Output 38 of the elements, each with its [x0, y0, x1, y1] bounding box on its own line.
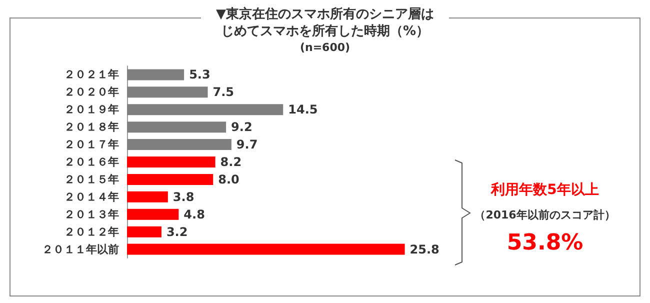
y-tick-label: ２０２０年	[64, 86, 119, 99]
y-tick-label: ２０１９年	[64, 103, 119, 116]
y-tick-label: ２０１５年	[64, 172, 119, 186]
data-label: 3.8	[172, 190, 194, 204]
text: （2016年以前のスコア計）	[474, 208, 616, 222]
y-tick-label: ２０２１年	[64, 68, 119, 82]
y-tick-label: ２０１２年	[64, 225, 119, 238]
chart-title: ▼東京在住のスマホ所有のシニア層はじめてスマホを所有した時期（%）	[216, 6, 434, 39]
bar	[127, 139, 232, 150]
bar	[127, 226, 162, 238]
text: 53.8%	[506, 230, 584, 256]
bar	[127, 69, 184, 80]
data-label: 7.5	[212, 85, 234, 100]
data-label: 14.5	[288, 102, 318, 117]
y-tick-label: ２０１６年	[64, 156, 119, 168]
y-tick-label: ２０１１年以前	[42, 242, 119, 256]
data-label: 9.7	[236, 138, 258, 152]
data-label: 3.2	[166, 224, 188, 239]
bar	[127, 174, 214, 185]
y-tick-label: ２０１８年	[64, 120, 119, 134]
y-tick-label: ２０１７年	[64, 138, 119, 152]
bar	[127, 244, 405, 255]
bar	[127, 191, 168, 202]
text: 利用年数5年以上	[490, 182, 599, 198]
data-label: 9.2	[231, 120, 252, 134]
y-tick-label: ２０１３年	[64, 208, 119, 221]
data-label: 5.3	[189, 68, 210, 82]
bar	[127, 86, 208, 98]
chart-subtitle: (n=600)	[300, 41, 350, 54]
data-label: 25.8	[410, 242, 440, 256]
bar	[127, 104, 284, 116]
data-label: 8.0	[218, 172, 240, 186]
data-label: 8.2	[220, 155, 242, 169]
data-label: 4.8	[184, 207, 205, 222]
bar	[127, 156, 216, 168]
bar	[127, 208, 179, 220]
y-tick-label: ２０１４年	[64, 190, 119, 204]
bar	[127, 122, 226, 133]
